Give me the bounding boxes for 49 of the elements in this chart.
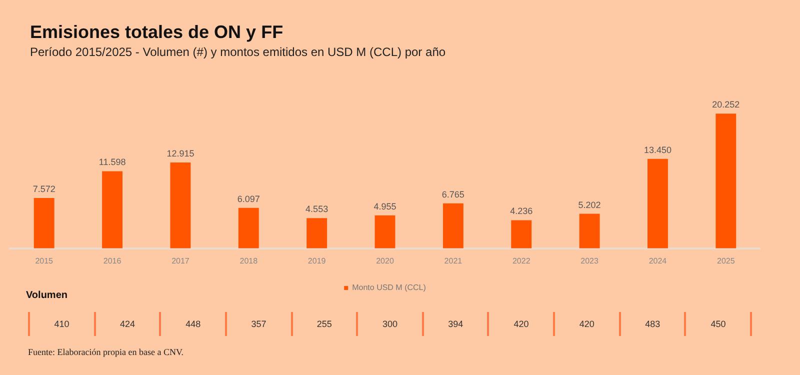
- x-tick-label: 2025: [717, 256, 736, 266]
- data-label: 5.202: [578, 200, 601, 210]
- data-label: 4.955: [374, 201, 396, 212]
- data-label: 4.236: [510, 206, 533, 216]
- source-note: Fuente: Elaboración propia en base a CNV.: [28, 347, 184, 357]
- bar: [170, 162, 191, 248]
- bar: [238, 208, 259, 248]
- data-label: 357: [224, 312, 291, 336]
- data-label: 483: [618, 312, 684, 336]
- data-label: 4.553: [306, 204, 328, 214]
- data-label: 410: [28, 312, 94, 336]
- data-label: 6.765: [442, 189, 464, 200]
- data-label: 448: [159, 312, 225, 336]
- bar: [442, 203, 464, 248]
- bar: [716, 114, 736, 248]
- data-label: 300: [356, 312, 422, 336]
- data-label: 20.252: [712, 100, 740, 110]
- legend-label: Monto USD M (CCL): [352, 283, 426, 292]
- bar: [374, 215, 396, 248]
- x-tick-label: 2016: [103, 256, 122, 266]
- data-label: 420: [487, 312, 554, 336]
- data-label: 420: [553, 312, 619, 336]
- x-tick-label: 2023: [580, 256, 599, 266]
- bar: [511, 220, 532, 248]
- bar: [102, 171, 122, 248]
- x-tick-label: 2022: [512, 256, 531, 266]
- x-tick-label: 2018: [240, 256, 258, 266]
- chart-title: Emisiones totales de ON y FF: [30, 22, 284, 43]
- bar: [579, 214, 600, 248]
- data-label: 11.598: [98, 157, 126, 168]
- bar: [306, 218, 328, 248]
- x-tick-label: 2024: [648, 256, 668, 266]
- chart-subtitle: Período 2015/2025 - Volumen (#) y montos emitidos en USD M (CCL) por año: [30, 45, 446, 59]
- x-tick-label: 2020: [376, 256, 394, 266]
- data-label: 394: [422, 312, 488, 336]
- x-tick-label: 2017: [172, 256, 190, 266]
- x-tick-label: 2015: [35, 256, 54, 266]
- data-label: 13.450: [644, 144, 672, 155]
- bar: [34, 198, 54, 248]
- data-label: 424: [94, 312, 160, 336]
- bar: [648, 158, 668, 248]
- x-tick-label: 2019: [308, 256, 326, 266]
- data-label: 7.572: [32, 184, 56, 194]
- data-label: 255: [290, 312, 356, 336]
- x-tick-label: 2021: [444, 256, 463, 266]
- data-label: 450: [684, 312, 750, 336]
- data-label: 12.915: [166, 148, 194, 158]
- text: Volumen: [26, 290, 68, 301]
- data-label: 6.097: [237, 194, 260, 204]
